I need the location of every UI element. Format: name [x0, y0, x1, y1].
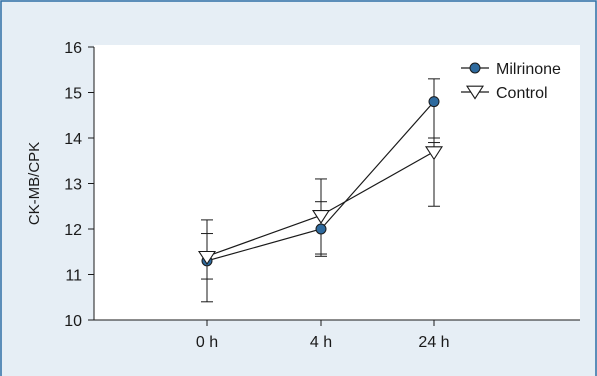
series-markers: [197, 96, 444, 267]
legend-marker-milrinone: [469, 62, 481, 74]
point-control: [197, 250, 217, 265]
y-tick-label: 16: [64, 40, 82, 57]
y-tick-label: 10: [64, 313, 82, 330]
y-tick-label: 15: [64, 86, 82, 103]
point-milrinone: [428, 96, 440, 108]
legend: Milrinone Control: [461, 61, 561, 102]
legend-label-milrinone: Milrinone: [496, 61, 561, 78]
x-tick-label: 24 h: [418, 334, 449, 351]
point-control: [311, 210, 331, 224]
point-control: [424, 146, 444, 161]
x-tick-label: 4 h: [310, 334, 332, 351]
plot-area: [94, 45, 580, 320]
point-milrinone: [315, 223, 327, 235]
y-tick-label: 12: [64, 222, 82, 239]
y-tick-label: 11: [65, 268, 82, 285]
x-tick-label: 0 h: [196, 334, 218, 351]
y-axis-label: CK-MB/CPK: [26, 142, 43, 225]
y-tick-label: 14: [64, 131, 82, 148]
legend-marker-control: [465, 85, 485, 100]
legend-label-control: Control: [496, 85, 548, 102]
x-ticks: 0 h 4 h 24 h: [196, 320, 450, 351]
y-tick-label: 13: [64, 177, 82, 194]
y-ticks: 10 11 12 13 14 15 16: [64, 40, 94, 330]
